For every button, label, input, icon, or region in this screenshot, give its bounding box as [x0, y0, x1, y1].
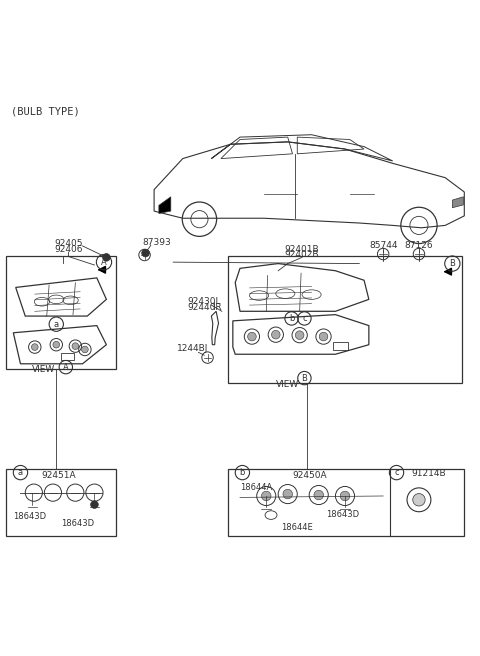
Text: 87393: 87393: [142, 237, 171, 247]
Text: 92406: 92406: [54, 245, 83, 254]
Text: 18643D: 18643D: [13, 512, 47, 521]
Text: 18644A: 18644A: [240, 483, 273, 493]
Text: VIEW: VIEW: [33, 365, 56, 374]
Text: A: A: [63, 363, 69, 372]
Polygon shape: [452, 197, 463, 208]
Text: 87126: 87126: [405, 241, 433, 251]
Circle shape: [32, 344, 38, 350]
Circle shape: [314, 490, 324, 500]
Circle shape: [248, 333, 256, 341]
Circle shape: [319, 333, 328, 341]
Text: 92430L: 92430L: [188, 297, 221, 306]
Text: 1244BJ: 1244BJ: [177, 344, 208, 352]
Text: c: c: [394, 468, 399, 477]
Text: B: B: [449, 259, 456, 268]
Circle shape: [295, 331, 304, 339]
Text: (BULB TYPE): (BULB TYPE): [11, 106, 80, 116]
Bar: [228, 256, 462, 383]
Circle shape: [91, 501, 98, 508]
Text: b: b: [289, 314, 294, 323]
Text: 85744: 85744: [369, 241, 397, 251]
Circle shape: [283, 489, 292, 499]
Text: 18643D: 18643D: [326, 510, 359, 519]
Text: c: c: [302, 314, 307, 323]
Bar: [228, 469, 464, 535]
Text: A: A: [101, 258, 107, 266]
Text: 92401B: 92401B: [285, 245, 319, 254]
Text: a: a: [54, 319, 59, 329]
Text: 92450A: 92450A: [292, 472, 326, 480]
Circle shape: [340, 491, 350, 501]
Text: 91214B: 91214B: [411, 469, 446, 478]
Circle shape: [272, 331, 280, 339]
Text: 92405: 92405: [54, 239, 83, 248]
Circle shape: [142, 249, 149, 257]
Text: B: B: [301, 374, 307, 382]
Circle shape: [53, 341, 60, 348]
Bar: [61, 354, 74, 360]
Bar: [6, 469, 116, 535]
Circle shape: [413, 493, 425, 506]
Bar: [333, 342, 348, 350]
Text: b: b: [240, 468, 245, 477]
Circle shape: [72, 343, 79, 350]
Text: VIEW: VIEW: [276, 380, 299, 390]
Circle shape: [103, 254, 110, 261]
Text: 92440R: 92440R: [188, 303, 222, 312]
Text: a: a: [18, 468, 23, 477]
Text: 18643D: 18643D: [61, 519, 94, 528]
Circle shape: [262, 491, 271, 501]
Text: 18644E: 18644E: [281, 523, 313, 532]
Text: 92451A: 92451A: [41, 472, 76, 480]
Circle shape: [82, 346, 88, 353]
Bar: [6, 256, 116, 369]
Polygon shape: [159, 197, 171, 213]
Text: 92402B: 92402B: [285, 251, 319, 260]
